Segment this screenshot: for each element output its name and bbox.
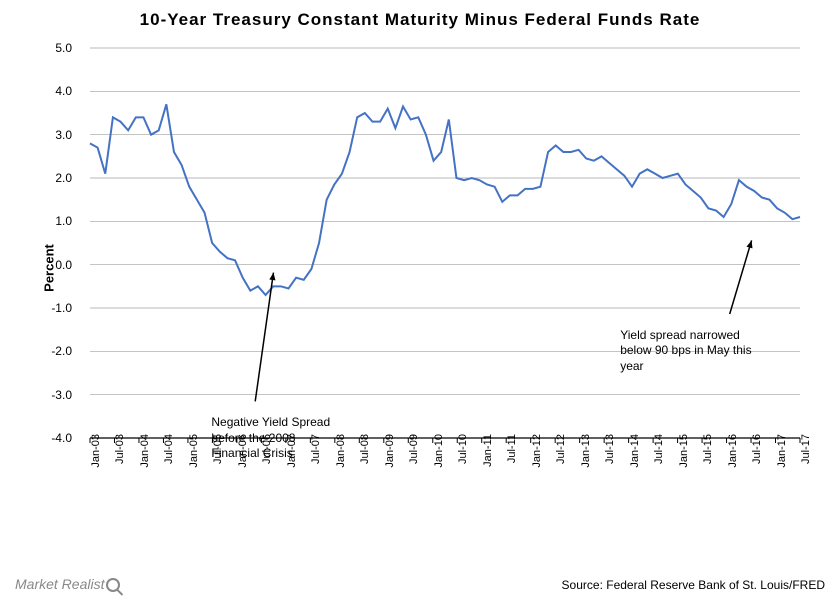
x-tick-label: Jul-14 bbox=[653, 434, 665, 464]
x-tick-label: Jan-11 bbox=[482, 434, 494, 467]
chart-svg bbox=[80, 38, 810, 498]
x-tick-label: Jul-10 bbox=[457, 434, 469, 464]
x-tick-label: Jan-03 bbox=[90, 434, 102, 468]
y-tick-label: 2.0 bbox=[42, 171, 72, 185]
y-tick-label: 5.0 bbox=[42, 41, 72, 55]
x-tick-label: Jan-14 bbox=[629, 434, 641, 468]
x-tick-label: Jul-13 bbox=[604, 434, 616, 464]
x-tick-label: Jan-16 bbox=[727, 434, 739, 468]
plot-area: Percent -4.0-3.0-2.0-1.00.01.02.03.04.05… bbox=[80, 38, 810, 498]
x-tick-label: Jan-15 bbox=[678, 434, 690, 468]
x-tick-label: Jan-08 bbox=[335, 434, 347, 468]
source-text: Source: Federal Reserve Bank of St. Loui… bbox=[562, 578, 825, 592]
x-tick-label: Jan-05 bbox=[188, 434, 200, 468]
x-tick-label: Jul-08 bbox=[359, 434, 371, 464]
chart-annotation: Negative Yield Spreadbefore the 2008Fina… bbox=[211, 415, 330, 462]
x-tick-label: Jul-03 bbox=[114, 434, 126, 464]
y-tick-label: 0.0 bbox=[42, 258, 72, 272]
y-tick-label: -1.0 bbox=[42, 301, 72, 315]
chart-container: 10-Year Treasury Constant Maturity Minus… bbox=[10, 10, 830, 560]
x-tick-label: Jan-12 bbox=[531, 434, 543, 468]
watermark-text: Market Realist bbox=[15, 576, 104, 592]
x-tick-label: Jul-16 bbox=[751, 434, 763, 464]
x-tick-label: Jan-13 bbox=[580, 434, 592, 468]
y-tick-label: 4.0 bbox=[42, 84, 72, 98]
x-tick-label: Jan-17 bbox=[776, 434, 788, 468]
x-tick-label: Jul-17 bbox=[800, 434, 812, 464]
y-tick-label: -2.0 bbox=[42, 344, 72, 358]
x-tick-label: Jan-09 bbox=[384, 434, 396, 468]
chart-annotation: Yield spread narrowedbelow 90 bps in May… bbox=[620, 328, 751, 375]
x-tick-label: Jul-09 bbox=[408, 434, 420, 464]
y-tick-label: 3.0 bbox=[42, 128, 72, 142]
x-tick-label: Jan-04 bbox=[139, 434, 151, 468]
x-tick-label: Jul-11 bbox=[506, 434, 518, 463]
x-tick-label: Jan-10 bbox=[433, 434, 445, 468]
magnifier-icon bbox=[106, 578, 120, 592]
chart-title: 10-Year Treasury Constant Maturity Minus… bbox=[10, 10, 830, 30]
x-tick-label: Jul-04 bbox=[163, 434, 175, 464]
y-tick-label: -3.0 bbox=[42, 388, 72, 402]
watermark-logo: Market Realist bbox=[15, 576, 120, 592]
x-tick-label: Jul-15 bbox=[702, 434, 714, 464]
x-tick-label: Jul-12 bbox=[555, 434, 567, 464]
y-tick-label: -4.0 bbox=[42, 431, 72, 445]
y-tick-label: 1.0 bbox=[42, 214, 72, 228]
